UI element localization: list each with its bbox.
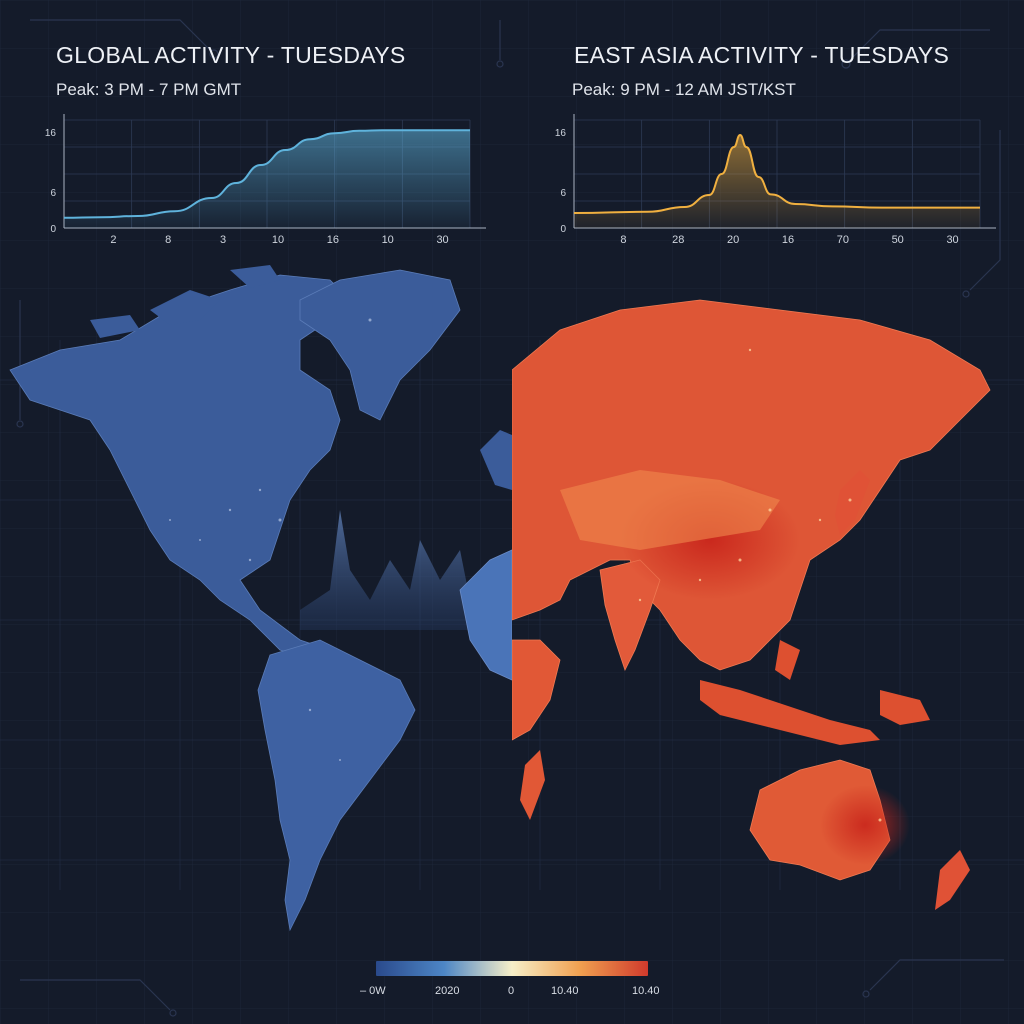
activity-color-legend: – 0W 2020 0 10.40 10.40 xyxy=(360,958,680,1008)
asia-chart-xtick-label: 28 xyxy=(672,234,684,246)
east-asia-activity-title: EAST ASIA ACTIVITY - TUESDAYS xyxy=(574,42,950,68)
eurasia-landmass xyxy=(512,299,991,671)
asia-chart-ytick-label: 6 xyxy=(560,188,566,199)
east-asia-activity-chart: 8 28 20 16 70 50 30 0 6 16 xyxy=(540,112,1000,252)
asia-chart-xtick-label: 8 xyxy=(620,234,626,246)
global-chart-xtick-label: 10 xyxy=(272,234,284,246)
global-region-map xyxy=(9,265,512,932)
global-activity-chart: 2 8 3 10 16 10 30 0 6 16 xyxy=(30,112,490,252)
global-activity-chart-svg: 2 8 3 10 16 10 30 0 6 16 xyxy=(45,114,486,246)
southeast-asia-islands xyxy=(700,640,930,745)
asia-chart-xtick-label: 70 xyxy=(837,234,849,246)
legend-color-scale xyxy=(376,961,648,976)
global-chart-series-line xyxy=(63,129,470,219)
legend-label-2: 2020 xyxy=(435,985,460,997)
east-asia-activity-chart-svg: 8 28 20 16 70 50 30 0 6 16 xyxy=(555,114,996,246)
legend-label-1: – 0W xyxy=(360,985,386,997)
asia-chart-ytick-label: 0 xyxy=(560,224,566,235)
atlantic-activity-peaks xyxy=(300,510,500,630)
global-peak-subtitle: Peak: 3 PM - 7 PM GMT xyxy=(56,80,242,99)
east-asia-peak-subtitle: Peak: 9 PM - 12 AM JST/KST xyxy=(572,80,796,99)
global-chart-area xyxy=(64,130,470,228)
north-america-landmass xyxy=(9,274,351,661)
world-activity-map xyxy=(0,265,1024,932)
west-africa-edge xyxy=(459,549,512,681)
legend-label-3: 0 xyxy=(508,985,515,997)
asia-chart-xtick-label: 16 xyxy=(782,234,794,246)
asia-chart-series-line xyxy=(573,133,980,214)
global-chart-xtick-label: 10 xyxy=(382,234,394,246)
europe-edge xyxy=(480,430,512,490)
global-activity-title: GLOBAL ACTIVITY - TUESDAYS xyxy=(56,42,406,68)
global-chart-ytick-label: 16 xyxy=(45,128,57,139)
east-asia-region-map xyxy=(512,299,991,910)
madagascar-landmass xyxy=(520,750,545,820)
city-lights-east xyxy=(638,348,882,822)
africa-edge xyxy=(512,639,561,741)
legend-label-5: 10.40 xyxy=(632,985,660,997)
global-chart-xtick-label: 30 xyxy=(436,234,448,246)
circuit-decoration xyxy=(16,19,1004,1017)
new-zealand-landmass xyxy=(935,850,970,910)
japan-islands xyxy=(835,470,870,535)
australia-hotspot xyxy=(820,785,910,865)
asia-chart-xtick-label: 50 xyxy=(892,234,904,246)
global-chart-ytick-label: 0 xyxy=(50,224,56,235)
global-chart-xtick-label: 3 xyxy=(220,234,226,246)
asia-chart-xtick-label: 30 xyxy=(946,234,958,246)
global-chart-xtick-label: 16 xyxy=(327,234,339,246)
asia-chart-area xyxy=(574,135,980,228)
global-chart-xtick-label: 2 xyxy=(110,234,116,246)
south-america-landmass xyxy=(257,639,416,932)
legend-label-4: 10.40 xyxy=(551,985,579,997)
asia-chart-ytick-label: 16 xyxy=(555,128,567,139)
greenland-landmass xyxy=(299,269,461,421)
asia-chart-xtick-label: 20 xyxy=(727,234,739,246)
global-chart-xtick-label: 8 xyxy=(165,234,171,246)
city-lights-west xyxy=(169,318,372,761)
global-chart-ytick-label: 6 xyxy=(50,188,56,199)
central-asia-highlight xyxy=(560,470,780,550)
arctic-islands-landmass xyxy=(90,265,280,338)
